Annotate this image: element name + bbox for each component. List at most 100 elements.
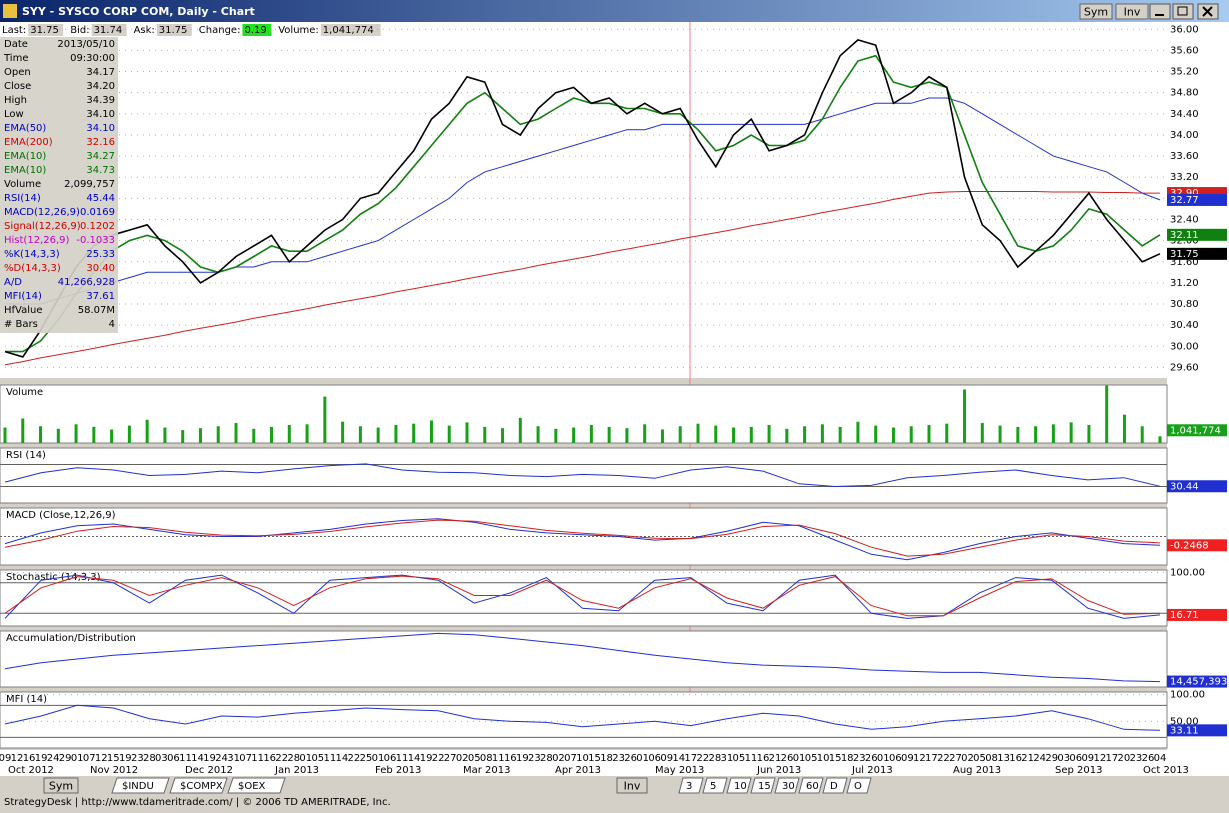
quote-value-bg bbox=[91, 24, 127, 36]
title-button[interactable] bbox=[1079, 3, 1113, 20]
date-tick-label: 06 bbox=[889, 753, 902, 764]
volume-bar bbox=[483, 426, 487, 443]
indicator-panel bbox=[0, 691, 1168, 749]
date-tick-label: 10 bbox=[817, 753, 830, 764]
sym-button-label[interactable]: Sym bbox=[49, 780, 73, 793]
date-tick-label: 16 bbox=[263, 753, 276, 764]
date-tick-label: 01 bbox=[71, 753, 84, 764]
date-tick-label: 01 bbox=[793, 753, 806, 764]
period-tab-label[interactable]: 10 bbox=[734, 781, 747, 792]
y-tick-label: 33.60 bbox=[1170, 151, 1199, 162]
period-tab[interactable] bbox=[750, 777, 776, 794]
panel-title: Accumulation/Distribution bbox=[6, 633, 136, 644]
data-window-label: A/D bbox=[4, 277, 22, 288]
date-tick-label: 06 bbox=[384, 753, 397, 764]
period-tab[interactable] bbox=[798, 777, 824, 794]
y-tick-label: 30.40 bbox=[1170, 320, 1199, 331]
indicator-panel bbox=[0, 630, 1168, 688]
value-tag bbox=[1167, 424, 1227, 437]
date-tick-label: 16 bbox=[23, 753, 36, 764]
date-tick-label: 31 bbox=[227, 753, 240, 764]
month-label: Nov 2012 bbox=[90, 765, 138, 776]
quote-value-bg bbox=[242, 24, 272, 36]
volume-bar bbox=[572, 427, 576, 443]
period-tab[interactable] bbox=[822, 777, 848, 794]
date-tick-label: 14 bbox=[191, 753, 204, 764]
period-tab[interactable] bbox=[774, 777, 800, 794]
y-tick-label: 50.00 bbox=[1170, 716, 1199, 727]
sym-button[interactable] bbox=[43, 777, 79, 794]
symbol-tab[interactable] bbox=[227, 777, 286, 794]
volume-bar bbox=[198, 428, 202, 443]
data-window-label: %D(14,3,3) bbox=[4, 263, 61, 274]
date-tick-label: 11 bbox=[396, 753, 409, 764]
data-window-label: Hist(12,26,9) bbox=[4, 235, 69, 246]
period-tab[interactable] bbox=[678, 777, 704, 794]
title-button[interactable] bbox=[1115, 3, 1149, 20]
date-tick-label: 05 bbox=[311, 753, 324, 764]
symbol-tab-label[interactable]: $INDU bbox=[122, 781, 154, 792]
volume-bar bbox=[323, 396, 327, 443]
period-tab-label[interactable]: 3 bbox=[686, 781, 692, 792]
data-window-label: # Bars bbox=[4, 319, 38, 330]
inv-button[interactable] bbox=[616, 777, 648, 794]
y-tick-label: 31.60 bbox=[1170, 257, 1199, 268]
value-tag bbox=[1167, 193, 1227, 206]
date-tick-label: 05 bbox=[468, 753, 481, 764]
volume-bar bbox=[714, 425, 718, 443]
data-window-label: EMA(10) bbox=[4, 165, 46, 176]
date-tick-label: 14 bbox=[672, 753, 685, 764]
period-tab-label[interactable]: 5 bbox=[710, 781, 716, 792]
period-tab-label[interactable]: D bbox=[830, 781, 838, 792]
data-window-label: EMA(10) bbox=[4, 151, 46, 162]
period-tab[interactable] bbox=[702, 777, 728, 794]
volume-bar bbox=[1051, 424, 1055, 443]
window-controls[interactable] bbox=[1149, 3, 1219, 20]
date-tick-label: 05 bbox=[805, 753, 818, 764]
period-tab-label[interactable]: O bbox=[854, 781, 862, 792]
window-title: SYY - SYSCO CORP COM, Daily - Chart bbox=[22, 5, 255, 18]
indicator-panel bbox=[0, 384, 1168, 444]
title-button-label[interactable]: Inv bbox=[1124, 6, 1141, 19]
value-tag bbox=[1167, 675, 1227, 688]
volume-bar bbox=[678, 426, 682, 443]
volume-bar bbox=[163, 427, 167, 443]
date-tick-label: 07 bbox=[564, 753, 577, 764]
volume-bar bbox=[696, 423, 700, 443]
title-button-label[interactable]: Sym bbox=[1084, 6, 1108, 19]
month-label: Jul 2013 bbox=[851, 765, 893, 776]
date-tick-label: 06 bbox=[648, 753, 661, 764]
status-text: StrategyDesk | http://www.tdameritrade.c… bbox=[4, 797, 391, 808]
volume-bar bbox=[998, 425, 1002, 443]
date-tick-label: 16 bbox=[757, 753, 770, 764]
value-tag bbox=[1167, 480, 1227, 493]
period-tab-label[interactable]: 60 bbox=[806, 781, 819, 792]
date-tick-label: 26 bbox=[865, 753, 878, 764]
quote-label: Last: bbox=[2, 25, 26, 36]
date-tick-label: 22 bbox=[937, 753, 950, 764]
volume-bar bbox=[803, 426, 807, 443]
volume-bar bbox=[412, 423, 416, 443]
period-tab[interactable] bbox=[726, 777, 752, 794]
symbol-tab-label[interactable]: $COMPX bbox=[180, 781, 223, 792]
inv-button-label[interactable]: Inv bbox=[624, 780, 641, 793]
period-tab[interactable] bbox=[846, 777, 872, 794]
data-window-label: MFI(14) bbox=[4, 291, 42, 302]
period-tab-label[interactable]: 30 bbox=[782, 781, 795, 792]
data-window-value: 4 bbox=[109, 319, 115, 330]
title-bar bbox=[0, 0, 1229, 22]
quote-value: 31.75 bbox=[159, 25, 188, 36]
volume-bar bbox=[1034, 426, 1038, 443]
volume-bar bbox=[447, 425, 451, 443]
symbol-tab-label[interactable]: $OEX bbox=[238, 781, 266, 792]
period-tab-label[interactable]: 15 bbox=[758, 781, 771, 792]
date-tick-label: 19 bbox=[516, 753, 529, 764]
symbol-tab[interactable] bbox=[169, 777, 228, 794]
date-tick-label: 23 bbox=[853, 753, 866, 764]
data-window-value: 34.27 bbox=[86, 151, 115, 162]
symbol-tab[interactable] bbox=[111, 777, 170, 794]
y-tick-label: 30.80 bbox=[1170, 299, 1199, 310]
quote-value-bg bbox=[320, 24, 381, 36]
data-window-label: High bbox=[4, 95, 27, 106]
